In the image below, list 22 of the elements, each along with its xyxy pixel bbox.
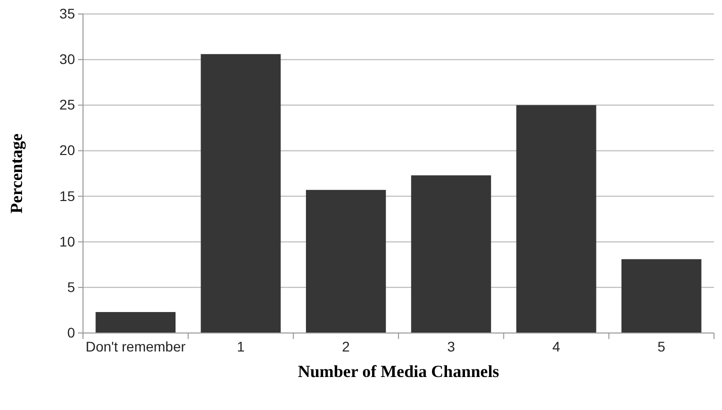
x-tick-label: 3 [447,338,456,354]
y-axis-title: Percentage [7,133,26,214]
y-tick-label: 25 [59,96,76,113]
y-tick-label: 35 [59,5,76,22]
bar [306,190,386,333]
y-tick-label: 15 [59,188,76,204]
bar [96,312,176,333]
y-tick-label: 20 [59,142,76,158]
x-tick-label: 1 [236,338,245,354]
bar [200,54,281,333]
y-tick-label: 5 [67,278,76,295]
bar [411,175,492,333]
bar [516,105,596,333]
x-tick-label: 5 [658,338,666,354]
x-tick-label: 2 [342,338,350,354]
y-tick-label: 30 [59,51,76,68]
x-tick-label: Don't remember [86,338,186,354]
y-tick-label: 10 [59,233,76,250]
x-axis-title: Number of Media Channels [298,362,500,381]
bar [621,259,702,333]
x-tick-label: 4 [552,338,560,354]
y-tick-label: 0 [67,324,76,340]
